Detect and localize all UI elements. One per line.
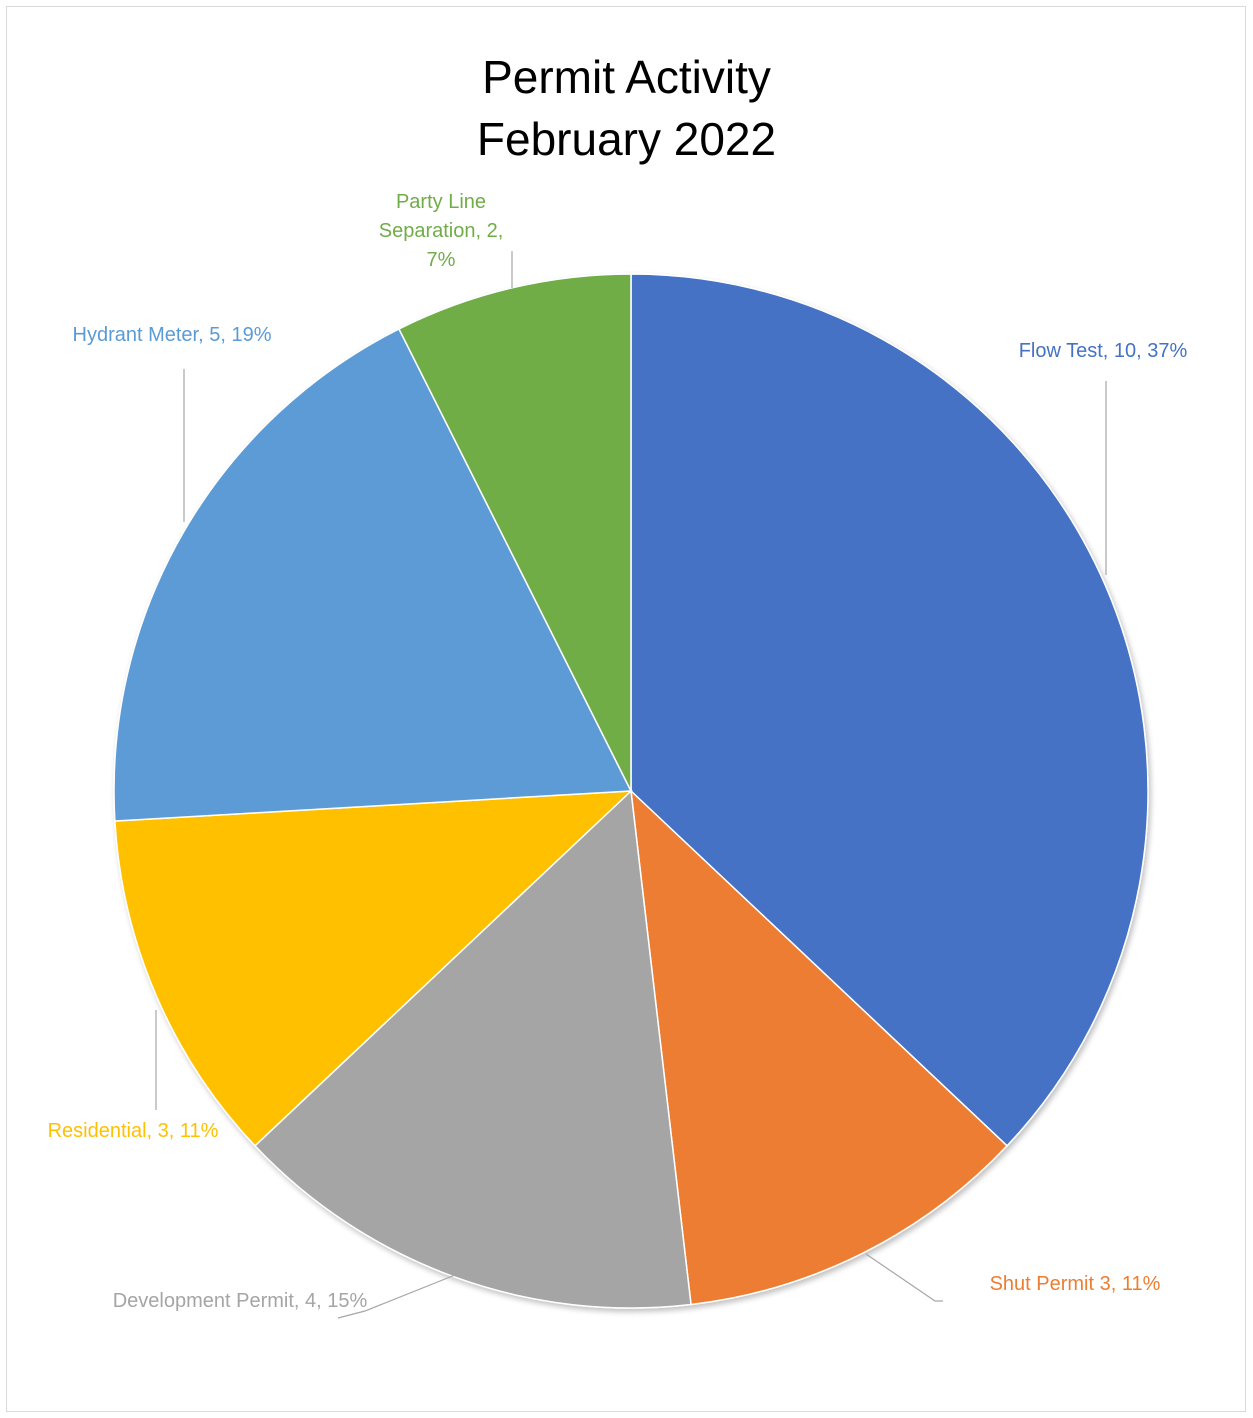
leader-lines [155, 251, 1107, 1319]
data-label-flow-test: Flow Test, 10, 37% [1019, 340, 1188, 362]
data-label-party-line-separation: Party Line Separation, 2, 7% [379, 191, 504, 271]
pie-slice-residential [114, 790, 634, 1147]
chart-title-line2: February 2022 [476, 113, 777, 165]
data-labels: Flow Test, 10, 37% Shut Permit 3, 11% Deve… [48, 191, 1188, 1312]
leader-line-shut-permit [865, 1253, 943, 1302]
pie-slice-development-permit [253, 789, 692, 1309]
data-label-shut-permit: Shut Permit 3, 11% [990, 1273, 1161, 1295]
pie-slices [113, 273, 1149, 1309]
pie-slice-flow-test [630, 273, 1149, 1147]
data-label-development-permit: Development Permit, 4, 15% [113, 1290, 368, 1312]
pie-slice-party-line-separation [397, 273, 632, 792]
data-label-residential: Residential, 3, 11% [48, 1120, 219, 1142]
leader-line-development-permit [337, 1274, 456, 1319]
chart-title: Permit Activity February 2022 [0, 46, 1253, 170]
pie-slice-hydrant-meter [113, 327, 633, 822]
pie-slice-shut-permit [630, 789, 1009, 1306]
chart-title-line1: Permit Activity [482, 51, 771, 103]
data-label-hydrant-meter: Hydrant Meter, 5, 19% [73, 324, 272, 346]
